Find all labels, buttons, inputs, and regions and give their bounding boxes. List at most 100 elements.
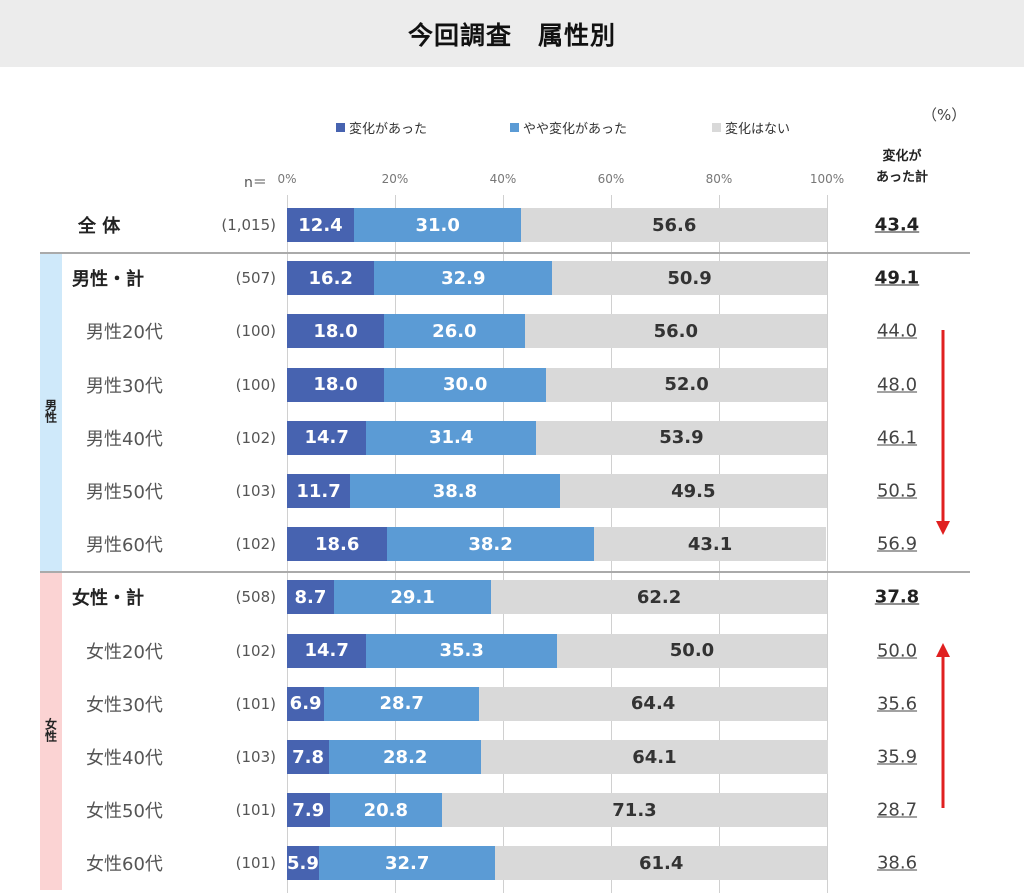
page-title: 今回調査 属性別: [0, 0, 1024, 67]
changed-total-value: 37.8: [874, 586, 920, 608]
bar-segment-none: 50.0: [557, 633, 827, 668]
group-band-female: 女性: [40, 570, 62, 890]
bar-segment-none: 71.3: [441, 793, 827, 828]
row-label: 男性50代: [86, 482, 163, 503]
x-tick-label: 0%: [277, 172, 297, 186]
bar-segment-changed: 11.7: [287, 474, 351, 508]
total-header-line: 変化が: [882, 149, 922, 164]
bar-segment-changed: 14.7: [287, 420, 367, 455]
row-label: 男性・計: [72, 269, 144, 291]
bar-segment-changed: 7.9: [287, 793, 330, 828]
legend-swatch: [336, 123, 345, 132]
row-label: 女性40代: [86, 748, 163, 769]
bar-segment-changed: 18.0: [287, 314, 385, 349]
arrow-up-icon: [934, 643, 952, 808]
changed-total-value: 48.0: [876, 374, 918, 396]
bar-segment-somewhat: 20.8: [329, 793, 442, 828]
sample-size: (103): [235, 482, 276, 500]
row-label: 女性60代: [86, 854, 163, 876]
bar-segment-changed: 6.9: [287, 686, 325, 721]
legend-label: 変化はない: [725, 122, 791, 137]
row-label: 全 体: [78, 216, 121, 237]
sample-size: (102): [235, 641, 276, 660]
x-tick-label: 40%: [489, 172, 517, 186]
total-column-header: 変化が あった計: [872, 146, 932, 188]
changed-total-value: 44.0: [876, 320, 918, 342]
row-label: 女性・計: [72, 588, 144, 610]
sample-size: (101): [235, 694, 276, 713]
bar-segment-changed: 8.7: [287, 580, 334, 615]
bar-segment-somewhat: 31.4: [366, 420, 536, 455]
row-label: 女性30代: [86, 694, 163, 716]
sample-size: (1,015): [221, 216, 276, 234]
bar-segment-none: 52.0: [546, 367, 827, 402]
changed-total-value: 46.1: [876, 427, 918, 449]
row-label: 男性40代: [86, 428, 163, 450]
divider: [40, 251, 970, 254]
legend-item-changed: 変化があった: [336, 118, 427, 137]
bar-segment-somewhat: 30.0: [384, 367, 547, 402]
bar-segment-none: 62.2: [491, 580, 827, 615]
bar-segment-somewhat: 28.7: [324, 686, 480, 721]
bar-segment-somewhat: 38.2: [387, 527, 594, 562]
bar-segment-none: 61.4: [495, 846, 827, 881]
legend-label: やや変化があった: [523, 122, 628, 137]
row-label: 男性20代: [86, 322, 163, 344]
changed-total-value: 38.6: [876, 852, 918, 874]
bar-segment-none: 53.9: [535, 420, 827, 455]
sample-size: (101): [235, 854, 276, 873]
bar-segment-changed: 5.9: [287, 846, 319, 881]
row-label: 女性50代: [86, 801, 163, 823]
sample-size: (103): [235, 748, 276, 766]
bar-segment-somewhat: 32.9: [374, 261, 553, 296]
bar-segment-somewhat: 38.8: [350, 474, 560, 508]
bar-segment-changed: 16.2: [287, 261, 375, 296]
bar-segment-none: 64.4: [479, 686, 827, 721]
gridline: [827, 195, 828, 893]
sample-size: (100): [235, 375, 276, 394]
changed-total-value: 50.5: [876, 480, 918, 502]
bar-segment-changed: 7.8: [287, 740, 330, 774]
bar-segment-changed: 18.0: [287, 367, 385, 402]
bar-segment-somewhat: 31.0: [353, 208, 522, 242]
legend-swatch: [510, 123, 519, 132]
divider: [40, 570, 970, 573]
changed-total-value: 49.1: [874, 267, 920, 289]
changed-total-value: 50.0: [876, 640, 918, 662]
x-tick-label: 80%: [705, 172, 733, 186]
x-tick-label: 60%: [597, 172, 625, 186]
row-label: 男性60代: [86, 535, 163, 557]
bar-segment-none: 56.6: [521, 208, 827, 242]
bar-segment-none: 64.1: [481, 740, 828, 774]
sample-size: (507): [235, 269, 276, 288]
legend-item-somewhat: やや変化があった: [510, 118, 627, 137]
bar-segment-none: 56.0: [524, 314, 827, 349]
row-label: 男性30代: [86, 375, 163, 397]
unit-label: （%）: [922, 106, 967, 124]
sample-size: (508): [235, 588, 276, 607]
changed-total-value: 43.4: [874, 214, 920, 236]
x-tick-label: 100%: [809, 172, 845, 186]
total-header-line: あった計: [875, 170, 928, 185]
group-band-male: 男性: [40, 251, 62, 571]
sample-size: (102): [235, 535, 276, 554]
bar-segment-somewhat: 32.7: [318, 846, 496, 881]
legend-swatch: [712, 123, 721, 132]
bar-segment-changed: 14.7: [287, 633, 367, 668]
legend-label: 変化があった: [349, 122, 428, 137]
arrow-down-icon: [934, 330, 952, 535]
row-label: 女性20代: [86, 641, 163, 663]
changed-total-value: 28.7: [876, 799, 918, 821]
changed-total-value: 35.9: [876, 746, 918, 768]
sample-size: (100): [235, 322, 276, 341]
changed-total-value: 56.9: [876, 533, 918, 555]
bar-segment-changed: 12.4: [287, 208, 354, 242]
bar-segment-somewhat: 35.3: [366, 633, 557, 668]
bar-segment-somewhat: 29.1: [333, 580, 492, 615]
bar-segment-changed: 18.6: [287, 527, 388, 562]
sample-size: (102): [235, 428, 276, 447]
bar-segment-none: 50.9: [552, 261, 827, 296]
bar-segment-none: 43.1: [593, 527, 827, 562]
n-label: n＝: [244, 175, 267, 191]
x-tick-label: 20%: [381, 172, 409, 186]
